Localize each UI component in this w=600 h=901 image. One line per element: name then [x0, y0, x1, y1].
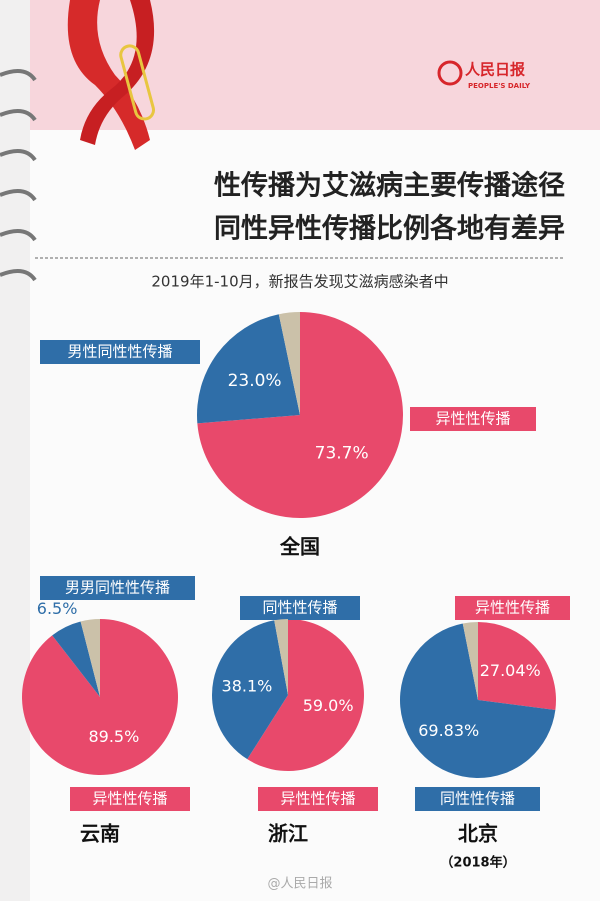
chart-subtitle: （2018年）	[440, 855, 515, 871]
chart-title: 浙江	[268, 822, 308, 846]
ribbon	[80, 0, 155, 145]
legend-label: 同性性传播	[440, 790, 515, 808]
pie-slice	[197, 312, 403, 518]
pie-slice	[80, 619, 100, 697]
value-label: 38.1%	[222, 677, 273, 696]
subtitle: 2019年1-10月，新报告发现艾滋病感染者中	[151, 273, 448, 291]
ribbon	[67, 0, 150, 150]
pie-slice	[21, 619, 178, 776]
value-label: 69.83%	[418, 721, 479, 740]
value-label: 73.7%	[315, 443, 369, 463]
legend-box	[240, 596, 360, 620]
legend-label: 异性性传播	[475, 599, 550, 617]
legend-box	[70, 787, 190, 811]
pie-slice	[400, 623, 556, 778]
legend-box	[455, 596, 570, 620]
chart-title: 全国	[279, 535, 320, 559]
binder-rings	[0, 69, 37, 282]
legend-box	[40, 340, 200, 364]
pie-slice	[278, 312, 300, 415]
value-label: 23.0%	[228, 371, 282, 391]
value-label: 27.04%	[480, 661, 541, 680]
logo-icon	[437, 60, 463, 86]
chart-title: 云南	[80, 822, 120, 846]
pie-slice	[197, 314, 300, 424]
watermark: @人民日报	[267, 877, 332, 892]
pie-slice	[462, 622, 478, 700]
title-line: 性传播为艾滋病主要传播途径	[214, 170, 565, 202]
pie-slice	[212, 620, 288, 760]
logo-en: PEOPLE'S DAILY	[468, 82, 531, 90]
legend-label: 异性性传播	[435, 410, 510, 428]
value-label: 59.0%	[303, 696, 354, 715]
legend-label: 男性同性性传播	[67, 343, 172, 361]
legend-box	[40, 576, 195, 600]
pie-slice	[274, 619, 288, 695]
paperclip	[119, 44, 156, 121]
legend-label: 同性性传播	[262, 599, 337, 617]
title-line: 同性异性传播比例各地有差异	[214, 213, 565, 245]
logo: 人民日报	[465, 61, 525, 79]
legend-box	[258, 787, 378, 811]
legend-box	[415, 787, 540, 811]
pie-slice	[52, 621, 100, 697]
pie-slice	[247, 619, 364, 771]
pie-slice	[478, 622, 556, 710]
value-label: 89.5%	[88, 727, 139, 746]
legend-label: 异性性传播	[92, 790, 167, 808]
legend-label: 男男同性性传播	[65, 579, 170, 597]
value-label: 6.5%	[37, 599, 78, 618]
legend-label: 异性性传播	[280, 790, 355, 808]
legend-box	[410, 407, 536, 431]
chart-title: 北京	[458, 822, 498, 846]
